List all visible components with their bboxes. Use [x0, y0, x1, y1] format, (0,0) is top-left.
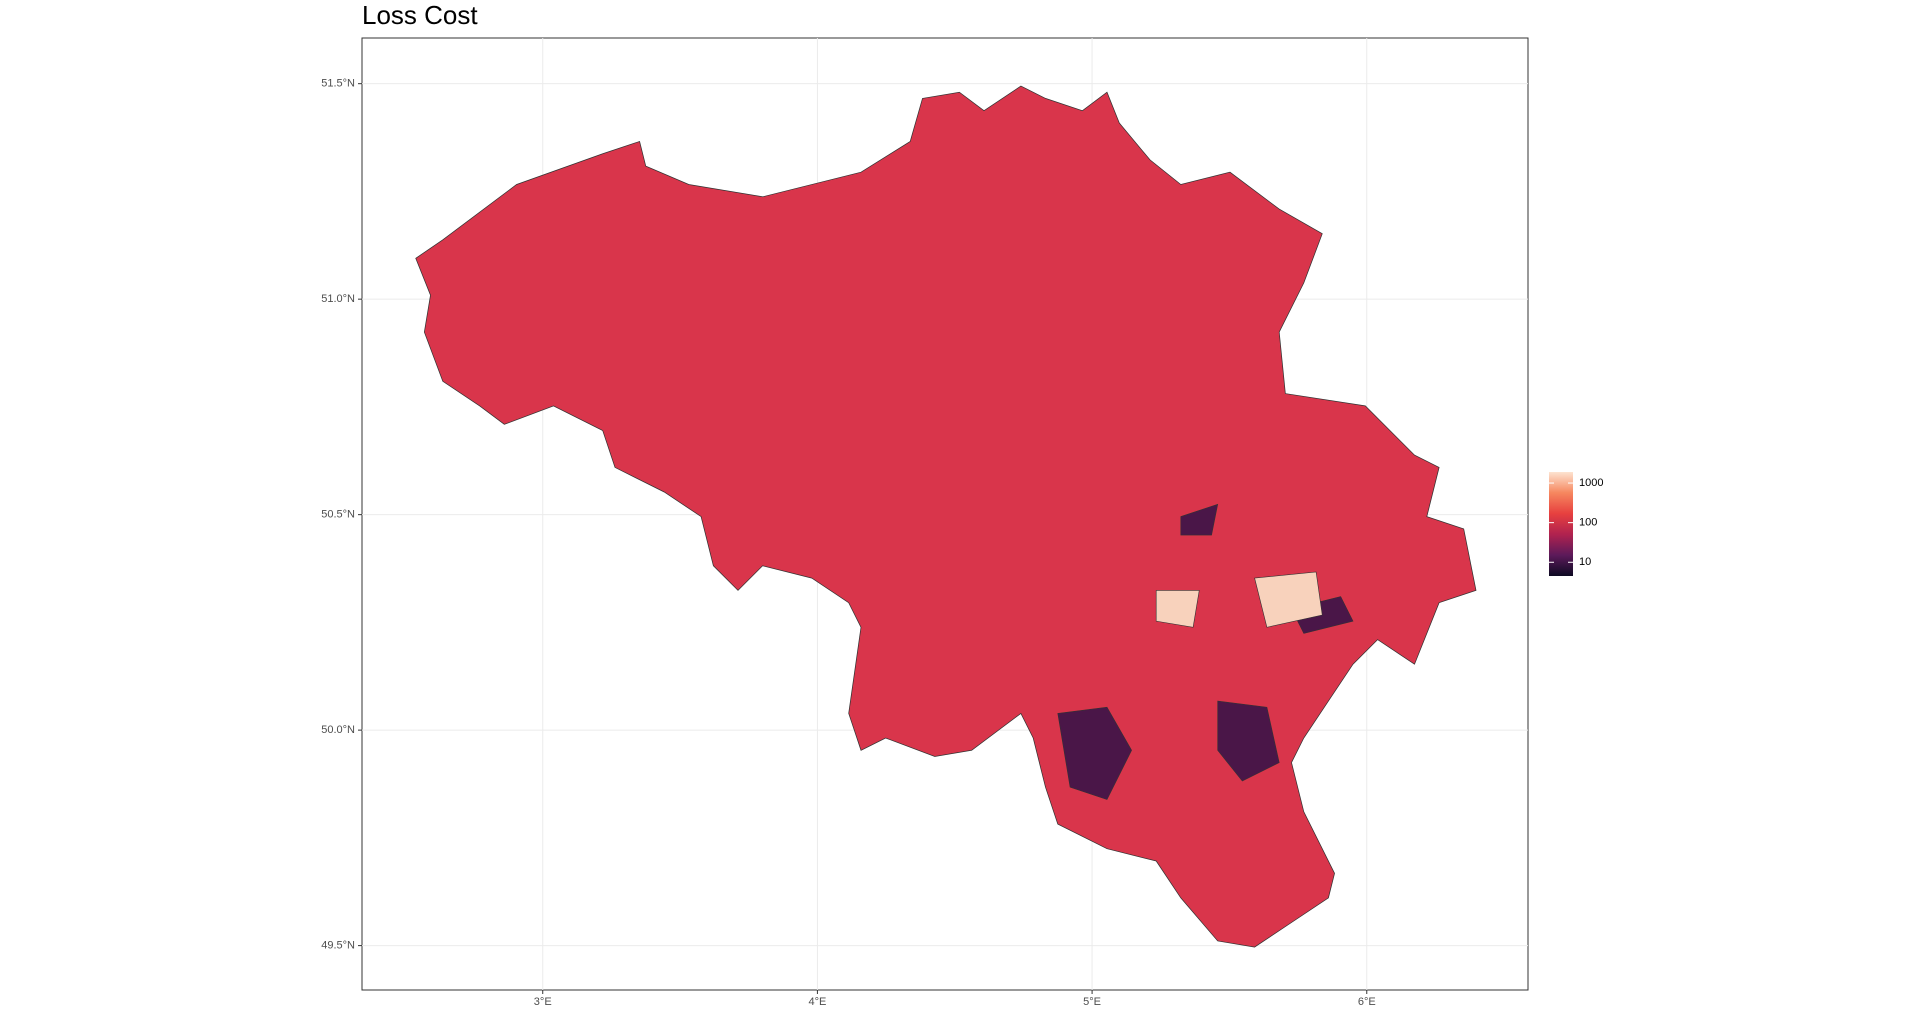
colorbar [1549, 472, 1573, 576]
x-tick-label: 3°E [534, 996, 552, 1008]
chart-title: Loss Cost [362, 0, 478, 30]
y-tick-label: 51.0°N [321, 293, 355, 305]
region-shape [1155, 571, 1323, 628]
country-map [415, 85, 1477, 948]
y-tick-label: 51.5°N [321, 78, 355, 90]
x-tick-label: 5°E [1083, 996, 1101, 1008]
y-tick-label: 50.0°N [321, 724, 355, 736]
region-shape [1057, 503, 1354, 800]
legend-label: 1000 [1579, 477, 1603, 489]
x-tick-label: 4°E [808, 996, 826, 1008]
legend-label: 10 [1579, 556, 1591, 568]
legend: 10 100 1000 [1549, 477, 1603, 568]
legend-label: 100 [1579, 517, 1597, 529]
y-tick-label: 49.5°N [321, 940, 355, 952]
country-outline [415, 85, 1477, 948]
y-tick-label: 50.5°N [321, 509, 355, 521]
x-tick-label: 6°E [1358, 996, 1376, 1008]
